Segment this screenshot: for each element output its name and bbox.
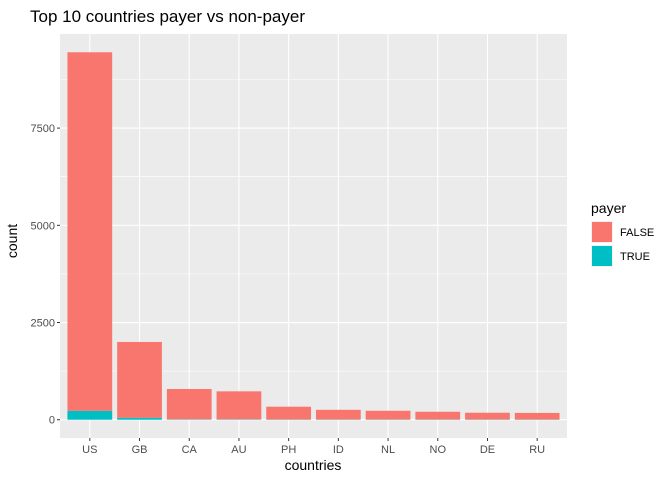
y-tick-label: 5000 bbox=[31, 220, 55, 232]
bar-US-FALSE bbox=[67, 52, 113, 411]
y-tick-label: 2500 bbox=[31, 318, 55, 330]
legend-swatch-TRUE bbox=[592, 246, 612, 266]
legend-label-FALSE: FALSE bbox=[620, 227, 654, 239]
y-axis: 0 2500 5000 7500 bbox=[31, 123, 60, 427]
bar-CA-FALSE bbox=[166, 389, 212, 420]
bar-US-TRUE bbox=[67, 410, 113, 420]
x-tick-label: AU bbox=[231, 444, 246, 456]
x-tick-label: DE bbox=[480, 444, 495, 456]
legend-swatch-FALSE bbox=[592, 222, 612, 242]
legend: payer FALSE TRUE bbox=[591, 200, 654, 267]
bar-ID-FALSE bbox=[315, 409, 361, 420]
bar-PH-FALSE bbox=[266, 406, 312, 420]
legend-title: payer bbox=[591, 200, 626, 216]
bar-DE-FALSE bbox=[465, 412, 510, 420]
x-axis-title: countries bbox=[285, 457, 342, 473]
bar-NL-FALSE bbox=[365, 410, 411, 420]
chart-title: Top 10 countries payer vs non-payer bbox=[30, 7, 305, 26]
bar-GB-FALSE bbox=[117, 341, 162, 418]
x-tick-label: RU bbox=[529, 444, 545, 456]
bars-group bbox=[67, 52, 560, 420]
bar-RU-FALSE bbox=[514, 412, 560, 420]
x-tick-label: ID bbox=[333, 444, 344, 456]
bar-NO-FALSE bbox=[415, 411, 461, 420]
x-tick-label: NO bbox=[430, 444, 447, 456]
y-tick-label: 7500 bbox=[31, 123, 55, 135]
x-tick-label: US bbox=[82, 444, 97, 456]
x-tick-label: CA bbox=[182, 444, 198, 456]
x-tick-label: GB bbox=[132, 444, 148, 456]
y-tick-label: 0 bbox=[49, 415, 55, 427]
bar-GB-TRUE bbox=[117, 417, 162, 420]
bar-AU-FALSE bbox=[216, 391, 262, 420]
y-axis-title: count bbox=[4, 224, 20, 258]
x-tick-label: PH bbox=[281, 444, 296, 456]
x-tick-label: NL bbox=[381, 444, 395, 456]
legend-label-TRUE: TRUE bbox=[620, 251, 650, 263]
x-axis: US GB CA AU PH ID NL NO DE RU bbox=[82, 438, 545, 456]
